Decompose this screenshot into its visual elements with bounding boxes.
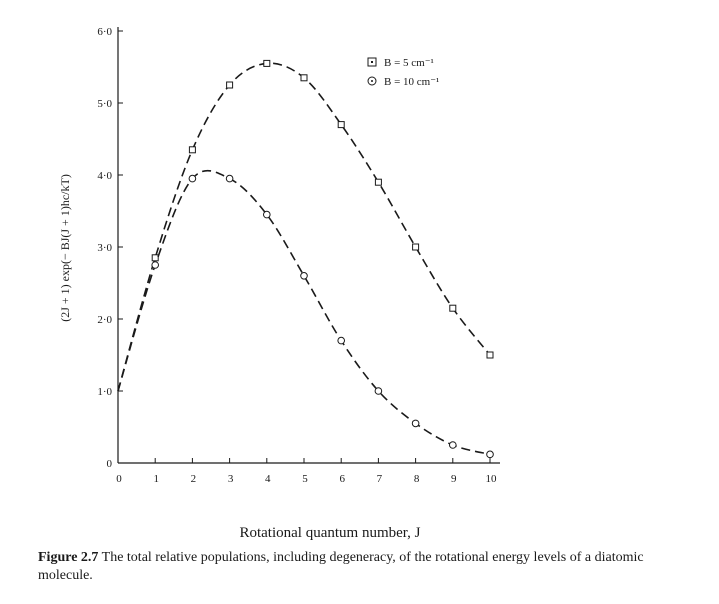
- x-tick-label: 5: [302, 473, 308, 485]
- series-1: [117, 59, 494, 392]
- x-tick-label: 4: [265, 473, 271, 485]
- data-point-circle: [151, 261, 159, 269]
- x-tick-label: 1: [153, 473, 159, 485]
- data-point-square: [486, 351, 494, 359]
- data-point-square: [188, 146, 196, 154]
- y-tick-label: 4·0: [97, 170, 112, 182]
- series-layer: [117, 59, 494, 459]
- legend-marker-dot: [371, 61, 373, 63]
- series-2: [117, 169, 494, 459]
- data-point-circle: [300, 272, 308, 280]
- data-point-circle: [449, 441, 457, 449]
- x-tick-label: 7: [377, 473, 383, 485]
- y-tick-label: 3·0: [97, 242, 112, 254]
- x-tick-label: 9: [451, 473, 457, 485]
- x-axis-label: Rotational quantum number, J: [239, 525, 420, 541]
- y-tick-label: 6·0: [97, 26, 112, 38]
- data-point-square: [300, 74, 308, 82]
- data-point-square: [151, 254, 159, 262]
- data-point-square: [412, 243, 420, 251]
- y-tick-label: 5·0: [97, 98, 112, 110]
- data-point-circle: [225, 174, 234, 183]
- x-tick-label: 6: [339, 473, 345, 485]
- x-tick-label: 3: [228, 473, 234, 485]
- legend: B = 5 cm⁻¹ B = 10 cm⁻¹: [367, 57, 439, 88]
- y-tick-label: 2·0: [97, 314, 112, 326]
- x-tick-label: 8: [414, 473, 420, 485]
- data-point-circle: [411, 419, 420, 428]
- data-point-square: [449, 304, 457, 312]
- data-point-square: [337, 121, 345, 129]
- series-line: [117, 169, 491, 456]
- data-point-square: [263, 59, 271, 67]
- data-point-circle: [486, 450, 494, 459]
- x-tick-label: 0: [116, 473, 122, 485]
- x-tick-label: 2: [191, 473, 197, 485]
- x-tick-label: 10: [486, 473, 498, 485]
- data-point-square: [374, 178, 382, 186]
- caption-label: Figure 2.7: [38, 550, 99, 565]
- y-axis-label: (2J + 1) exp(− BJ(J + 1)hc/kT): [58, 174, 72, 322]
- legend-marker-dot: [371, 80, 373, 82]
- data-point-circle: [374, 387, 383, 395]
- figure-caption: Figure 2.7 The total relative population…: [38, 549, 698, 585]
- series-line: [117, 62, 491, 392]
- data-point-circle: [188, 174, 197, 183]
- y-tick-label: 0: [107, 458, 113, 470]
- caption-text: The total relative populations, includin…: [38, 550, 644, 583]
- data-point-circle: [263, 210, 271, 219]
- data-point-square: [226, 81, 234, 89]
- legend-label: B = 10 cm⁻¹: [384, 76, 439, 88]
- y-tick-label: 1·0: [97, 386, 112, 398]
- data-point-circle: [337, 336, 346, 345]
- axes: 0 1·0 2·0 3·0 4·0 5·0 6·0 0 1 2 3 4 5 6 7 8 9 10: [97, 26, 500, 485]
- legend-label: B = 5 cm⁻¹: [384, 57, 434, 69]
